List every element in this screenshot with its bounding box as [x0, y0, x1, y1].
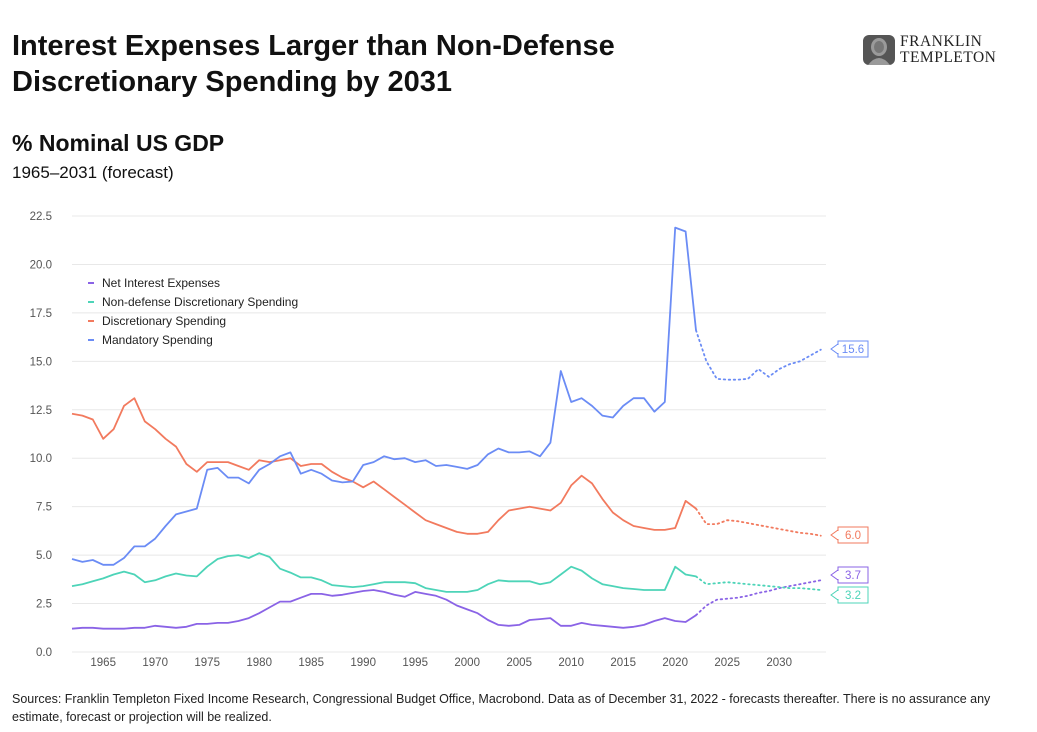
series-forecast-line-0: [695, 579, 822, 617]
legend-label: Net Interest Expenses: [102, 276, 220, 290]
end-value-label: 15.6: [842, 344, 864, 356]
franklin-portrait-icon: [863, 35, 895, 65]
y-tick-label: 22.5: [30, 211, 52, 223]
end-value-label: 3.2: [845, 590, 861, 602]
end-value-label: 6.0: [845, 530, 861, 542]
series-forecast-line-2: [695, 507, 822, 537]
x-tick-label: 2025: [714, 657, 740, 669]
x-tick-label: 1990: [350, 657, 376, 669]
y-tick-label: 10.0: [30, 453, 52, 465]
x-tick-label: 2020: [662, 657, 688, 669]
x-tick-label: 1975: [194, 657, 220, 669]
chart-subtitle: 1965–2031 (forecast): [12, 163, 174, 182]
legend-label: Discretionary Spending: [102, 314, 226, 328]
series-line-1: [71, 552, 697, 593]
end-label-pointer: [830, 529, 839, 541]
y-tick-label: 0.0: [36, 647, 52, 659]
x-tick-label: 2010: [558, 657, 584, 669]
x-tick-label: 1995: [402, 657, 428, 669]
franklin-templeton-logo: FRANKLIN TEMPLETON: [862, 30, 996, 70]
y-tick-label: 20.0: [30, 259, 52, 271]
x-tick-label: 1980: [246, 657, 272, 669]
logo-line-1: FRANKLIN: [900, 33, 983, 50]
series-line-0: [71, 589, 697, 630]
series-line-3: [71, 226, 697, 566]
end-label-pointer: [830, 343, 839, 355]
legend-label: Non-defense Discretionary Spending: [102, 295, 298, 309]
x-tick-label: 2030: [766, 657, 792, 669]
end-label-pointer: [830, 589, 839, 601]
x-tick-label: 1985: [298, 657, 324, 669]
series-forecast-line-3: [695, 329, 822, 381]
end-value-label: 3.7: [845, 570, 861, 582]
x-tick-label: 2005: [506, 657, 532, 669]
y-tick-label: 2.5: [36, 599, 52, 611]
series-forecast-line-1: [695, 575, 822, 591]
x-tick-label: 1970: [142, 657, 168, 669]
x-tick-label: 2000: [454, 657, 480, 669]
y-tick-label: 17.5: [30, 308, 52, 320]
x-tick-label: 2015: [610, 657, 636, 669]
page-title: Interest Expenses Larger than Non-Defens…: [12, 30, 615, 98]
series-line-2: [71, 397, 697, 535]
line-chart: 0.0 2.5 5.0 7.5 10.0 12.5 15.0 17.5 20.0 22.5 1965…: [30, 211, 869, 669]
y-tick-label: 7.5: [36, 502, 52, 514]
source-note: Sources: Franklin Templeton Fixed Income…: [12, 692, 991, 724]
y-tick-label: 5.0: [36, 550, 52, 562]
legend-label: Mandatory Spending: [102, 333, 213, 347]
x-tick-label: 1965: [90, 657, 116, 669]
y-tick-label: 15.0: [30, 356, 52, 368]
end-label-pointer: [830, 569, 839, 581]
chart-title: % Nominal US GDP: [12, 130, 225, 156]
logo-line-2: TEMPLETON: [900, 49, 997, 66]
y-tick-label: 12.5: [30, 405, 52, 417]
